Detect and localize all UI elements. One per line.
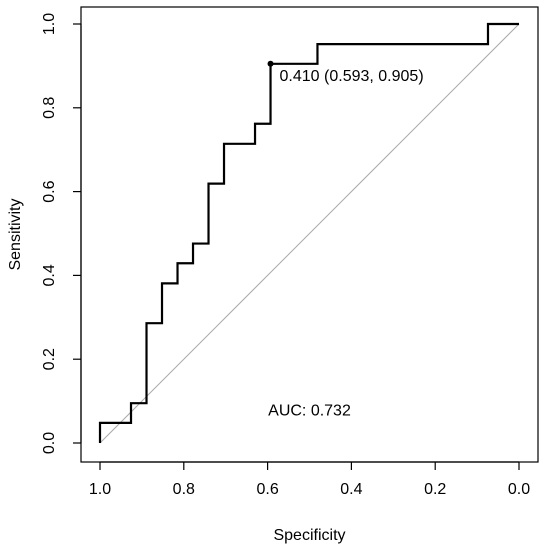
y-tick-label: 0.8 [41, 97, 58, 119]
x-axis-title: Specificity [273, 527, 345, 544]
x-tick-label: 0.4 [340, 481, 362, 498]
x-tick-label: 0.6 [256, 481, 278, 498]
roc-curve-line [98, 22, 519, 443]
x-tick-label: 0.2 [424, 481, 446, 498]
y-axis-title: Sensitivity [7, 198, 24, 270]
y-axis: 0.0 0.2 0.4 0.6 0.8 1.0 [41, 13, 82, 454]
threshold-point [267, 60, 274, 67]
y-tick-label: 0.6 [41, 180, 58, 202]
x-tick-label: 1.0 [89, 481, 111, 498]
y-tick-label: 0.2 [41, 348, 58, 370]
reference-diagonal [99, 23, 520, 444]
x-tick-label: 0.8 [173, 481, 195, 498]
plot-area: 0.410 (0.593, 0.905) AUC: 0.732 [98, 22, 520, 444]
threshold-label: 0.410 (0.593, 0.905) [280, 68, 424, 85]
annotation-layer: 0.410 (0.593, 0.905) AUC: 0.732 [267, 60, 424, 419]
reference-layer [99, 23, 520, 444]
x-tick-label: 0.0 [508, 481, 530, 498]
curve-layer [98, 22, 519, 443]
x-axis: 1.0 0.8 0.6 0.4 0.2 0.0 [89, 461, 530, 498]
y-tick-label: 1.0 [41, 13, 58, 35]
y-tick-label: 0.0 [41, 432, 58, 454]
auc-annotation: AUC: 0.732 [268, 402, 351, 419]
y-tick-label: 0.4 [41, 264, 58, 286]
